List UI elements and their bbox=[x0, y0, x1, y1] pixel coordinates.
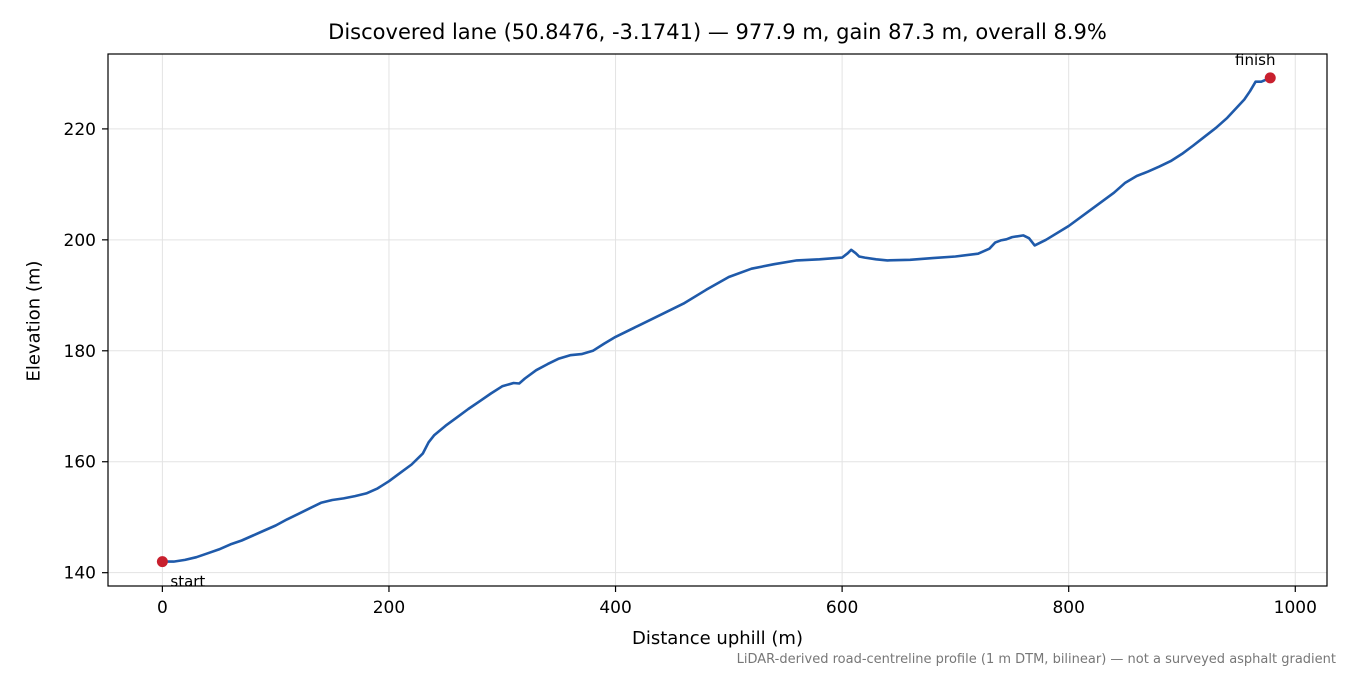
y-tick-label: 220 bbox=[64, 120, 96, 140]
grid-lines bbox=[108, 54, 1327, 586]
x-tick-label: 1000 bbox=[1274, 598, 1317, 618]
endpoint-marker bbox=[156, 556, 168, 568]
elevation-line bbox=[161, 76, 1272, 563]
x-tick-label: 800 bbox=[1052, 598, 1084, 618]
x-axis-label: Distance uphill (m) bbox=[632, 628, 803, 649]
y-tick-label: 200 bbox=[64, 231, 96, 251]
y-tick-label: 140 bbox=[64, 564, 96, 584]
finish-label: finish bbox=[1235, 51, 1275, 69]
y-axis-label: Elevation (m) bbox=[23, 260, 45, 382]
axis-ticks: 0 200 400 600 800 1000 140 160 180 200 220 bbox=[64, 120, 1317, 618]
footnote: LiDAR-derived road-centreline profile (1… bbox=[736, 652, 1336, 667]
series-layer bbox=[161, 76, 1272, 563]
y-tick-label: 180 bbox=[64, 342, 96, 362]
markers-layer: start finish bbox=[156, 51, 1276, 591]
plot-frame bbox=[107, 53, 1328, 587]
x-tick-label: 200 bbox=[373, 598, 405, 618]
endpoint-marker bbox=[1264, 72, 1276, 84]
x-tick-label: 0 bbox=[157, 598, 168, 618]
start-label: start bbox=[170, 573, 205, 591]
x-tick-label: 600 bbox=[826, 598, 858, 618]
chart-title: Discovered lane (50.8476, -3.1741) — 977… bbox=[328, 20, 1107, 44]
x-tick-label: 400 bbox=[599, 598, 631, 618]
y-tick-label: 160 bbox=[64, 453, 96, 473]
